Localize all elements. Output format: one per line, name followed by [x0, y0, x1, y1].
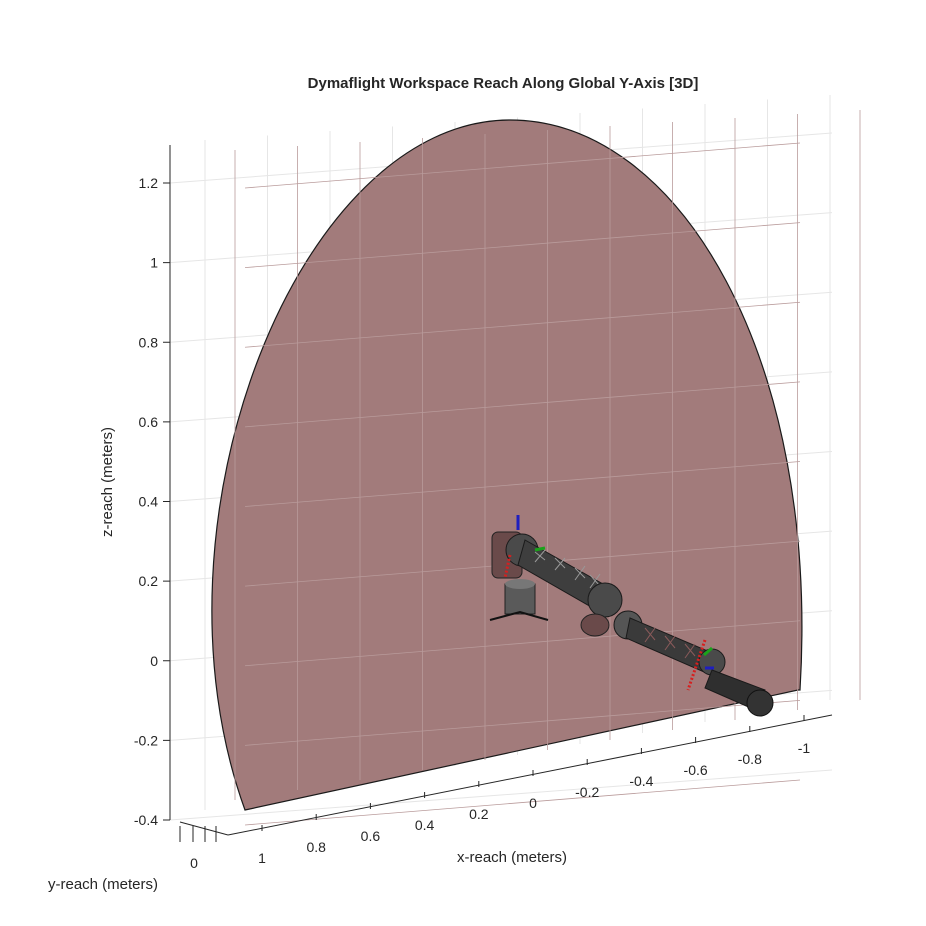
x-tick-label: -0.2: [575, 784, 599, 800]
x-tick-label: -0.8: [738, 751, 762, 767]
frame-y-axis: [534, 546, 546, 552]
y-tick-label: 0: [190, 855, 198, 871]
z-tick-label: -0.4: [134, 812, 158, 828]
z-grid-line-surface: [244, 779, 801, 826]
z-tick-label: 0.4: [139, 494, 159, 510]
z-tick-label: 1: [150, 255, 158, 271]
z-grid-line-surface: [244, 222, 801, 269]
z-grid-line-surface: [244, 699, 801, 746]
x-tick-label: 0.4: [415, 817, 435, 833]
z-grid-line-surface: [244, 381, 801, 428]
x-tick-label: -0.4: [629, 773, 653, 789]
z-grid-line-surface: [244, 142, 801, 189]
x-axis-label: x-reach (meters): [457, 849, 567, 866]
wrist-frame-y-axis: [703, 646, 713, 657]
z-axis-ticks: 1.2 1 0.8 0.6 0.4 0.2 0 -0.2 -0.4: [134, 175, 170, 828]
z-tick-label: 0.6: [139, 414, 159, 430]
z-tick-label: -0.2: [134, 732, 158, 748]
z-grid-line-surface: [244, 461, 801, 507]
x-tick-label: 1: [258, 850, 266, 866]
x-tick-label: 0.8: [306, 839, 326, 855]
z-tick-label: 0.8: [139, 334, 159, 350]
x-tick-label: 0: [529, 795, 537, 811]
workspace-surface: [211, 119, 803, 811]
robot-base-top: [505, 579, 535, 589]
x-axis-line: [227, 714, 833, 836]
z-axis-label: z-reach (meters): [99, 427, 116, 537]
x-tick-label: -0.6: [684, 762, 708, 778]
robot-base-feet: [489, 610, 549, 621]
robot-forearm-truss: [644, 627, 696, 659]
chart-title: Dymaflight Workspace Reach Along Global …: [308, 75, 699, 92]
x-tick-label: 0.6: [361, 828, 381, 844]
x-tick-label: -1: [798, 740, 811, 756]
surface-grid-lines: [234, 110, 861, 826]
z-grid-line-surface: [244, 301, 801, 348]
y-axis-label: y-reach (meters): [48, 876, 158, 893]
z-grid-line-surface: [244, 620, 801, 667]
x-tick-label: 0.2: [469, 806, 489, 822]
axis-lines: [169, 145, 833, 836]
robot-tool-cap: [746, 689, 774, 717]
x-axis-ticks: 1 0.8 0.6 0.4 0.2 0 -0.2 -0.4 -0.6 -0.8 -1: [258, 715, 810, 866]
z-tick-label: 0.2: [139, 573, 159, 589]
z-grid-line: [169, 769, 833, 821]
wrist-frame-x-axis: [686, 639, 707, 691]
robot-upper-arm-truss: [534, 549, 601, 589]
z-tick-label: 0: [150, 653, 158, 669]
robot-arm: [489, 515, 774, 717]
y-axis-line: [179, 821, 229, 836]
y-axis-ticks: 0: [179, 826, 217, 871]
robot-elbow-joint: [587, 582, 623, 618]
robot-elbow-housing: [580, 613, 610, 637]
z-tick-label: 1.2: [139, 175, 159, 191]
